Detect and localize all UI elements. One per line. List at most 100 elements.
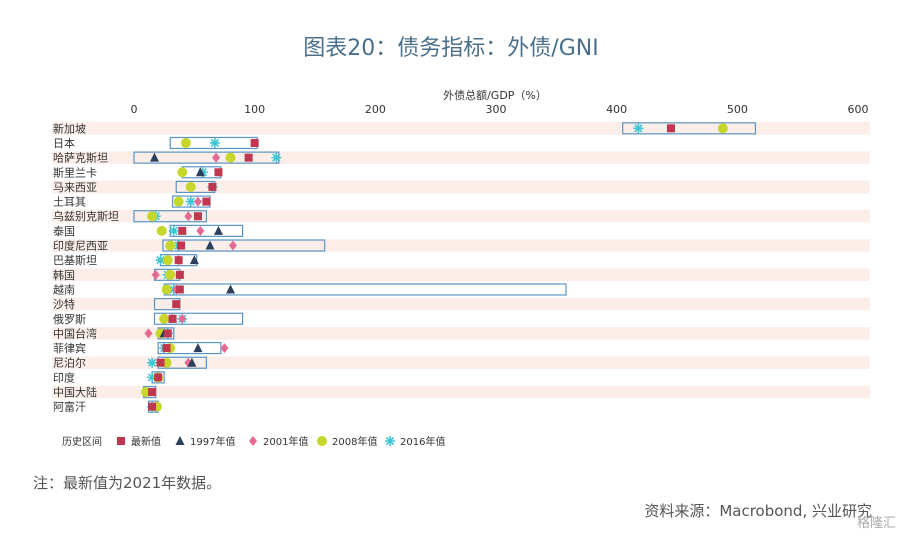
marker-latest	[193, 212, 202, 221]
marker-2008	[165, 269, 176, 280]
category-label: 日本	[53, 136, 75, 150]
legend-label: 2016年值	[400, 435, 445, 448]
marker-2016	[147, 357, 158, 368]
marker-2001	[144, 328, 153, 339]
marker-1997	[195, 167, 205, 177]
category-label: 印度尼西亚	[53, 239, 108, 253]
marker-2001	[196, 225, 205, 236]
marker-2008	[161, 284, 172, 295]
row-band	[52, 209, 870, 223]
legend-2008-swatch	[317, 436, 327, 446]
marker-2008	[147, 211, 158, 222]
category-label: 阿富汗	[53, 400, 86, 414]
marker-latest	[177, 241, 186, 250]
marker-2016	[147, 372, 158, 383]
legend-latest-swatch	[117, 437, 125, 445]
x-tick-label: 300	[486, 103, 507, 116]
category-label: 俄罗斯	[53, 313, 86, 326]
legend-2016-swatch	[385, 436, 395, 446]
marker-latest	[148, 402, 157, 411]
marker-2001	[193, 196, 202, 207]
legend-2001-swatch	[249, 436, 257, 446]
category-label: 尼泊尔	[53, 357, 86, 370]
legend-label: 1997年值	[190, 435, 235, 448]
marker-latest	[148, 388, 157, 397]
marker-latest	[162, 344, 171, 353]
x-tick-label: 100	[244, 103, 265, 116]
marker-latest	[172, 300, 181, 309]
marker-latest	[154, 373, 163, 382]
x-tick-label: 500	[727, 103, 748, 116]
marker-latest	[156, 358, 165, 367]
marker-2008	[717, 123, 728, 134]
category-label: 斯里兰卡	[53, 166, 97, 179]
marker-latest	[244, 153, 253, 162]
row-band	[52, 151, 870, 164]
marker-2008	[159, 313, 170, 324]
marker-2001	[151, 269, 160, 280]
marker-2001	[178, 313, 187, 324]
watermark: 格隆汇	[856, 516, 896, 531]
historical-range-box	[622, 122, 757, 135]
category-label: 中国台湾	[53, 326, 97, 340]
marker-2008	[156, 225, 167, 236]
marker-2008	[177, 167, 188, 178]
category-label: 中国大陆	[53, 385, 97, 399]
category-label: 沙特	[53, 297, 75, 311]
marker-latest	[175, 270, 184, 279]
x-tick-label: 200	[365, 103, 386, 116]
marker-2016	[155, 255, 166, 266]
source-note: 资料来源：Macrobond, 兴业研究	[644, 502, 872, 520]
marker-2008	[162, 255, 173, 266]
marker-2008	[165, 240, 176, 251]
category-label: 韩国	[53, 268, 75, 282]
row-band	[52, 268, 870, 282]
category-label: 菲律宾	[53, 341, 86, 355]
marker-latest	[175, 285, 184, 294]
category-label: 哈萨克斯坦	[53, 151, 108, 165]
marker-2016	[209, 137, 220, 148]
marker-1997	[193, 343, 203, 353]
row-band	[52, 122, 870, 135]
marker-2001	[228, 240, 237, 251]
marker-2001	[220, 343, 229, 354]
marker-1997	[189, 255, 199, 265]
legend-label: 2008年值	[332, 435, 377, 448]
legend-label: 最新值	[131, 435, 161, 448]
footnote: 注：最新值为2021年数据。	[33, 474, 222, 492]
marker-2008	[225, 152, 236, 163]
marker-latest	[178, 226, 187, 235]
historical-range-box	[153, 312, 244, 325]
category-label: 印度	[53, 370, 75, 384]
category-label: 土耳其	[53, 196, 86, 209]
category-label: 巴基斯坦	[53, 253, 97, 267]
x-tick-label: 600	[848, 103, 869, 116]
marker-2001	[184, 211, 193, 222]
marker-latest	[214, 168, 223, 177]
marker-1997	[226, 284, 236, 294]
x-axis-label: 外债总额/GDP（%）	[443, 88, 547, 102]
row-band	[52, 239, 870, 252]
legend-1997-swatch	[175, 436, 185, 445]
row-band	[52, 180, 870, 194]
marker-latest	[168, 314, 177, 323]
category-label: 泰国	[53, 224, 75, 238]
marker-2008	[173, 196, 184, 207]
marker-2016	[633, 123, 644, 134]
marker-latest	[666, 124, 675, 133]
marker-latest	[202, 197, 211, 206]
row-band	[52, 327, 870, 340]
legend-label: 历史区间	[62, 435, 102, 448]
marker-2016	[271, 152, 282, 163]
category-label: 马来西亚	[53, 181, 97, 194]
category-label: 乌兹别克斯坦	[53, 209, 119, 223]
historical-range-box	[162, 239, 326, 252]
marker-2016	[168, 225, 179, 236]
legend-label: 2001年值	[263, 435, 308, 448]
row-band	[52, 356, 870, 370]
row-band	[52, 385, 870, 399]
marker-2016	[185, 196, 196, 207]
marker-2008	[180, 137, 191, 148]
historical-range-box	[133, 210, 208, 223]
